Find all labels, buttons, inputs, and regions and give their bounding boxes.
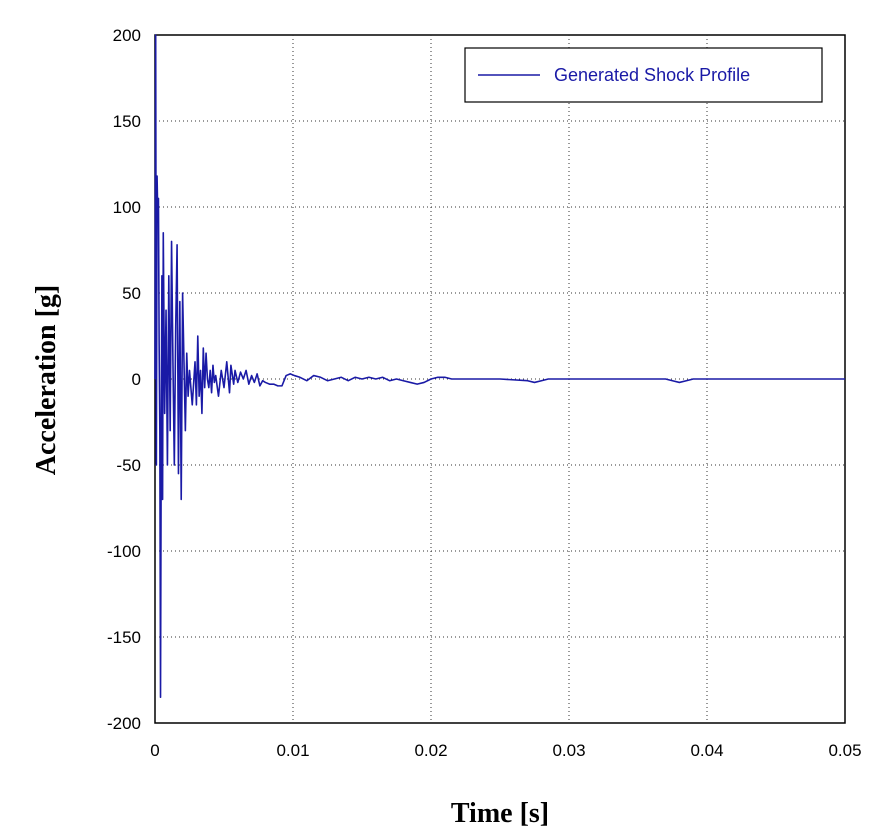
y-tick-label: 150 bbox=[113, 112, 141, 131]
y-tick-label: 200 bbox=[113, 26, 141, 45]
x-tick-label: 0.01 bbox=[276, 741, 309, 760]
x-tick-label: 0.04 bbox=[690, 741, 723, 760]
legend: Generated Shock Profile bbox=[464, 47, 823, 103]
y-tick-label: 0 bbox=[132, 370, 141, 389]
y-tick-label: -150 bbox=[107, 628, 141, 647]
x-tick-label: 0.02 bbox=[414, 741, 447, 760]
x-tick-label: 0.03 bbox=[552, 741, 585, 760]
y-axis-title: Acceleration [g] bbox=[31, 285, 62, 475]
x-tick-label: 0 bbox=[150, 741, 159, 760]
x-tick-label: 0.05 bbox=[828, 741, 861, 760]
series-line-generated-shock-profile bbox=[154, 34, 845, 699]
y-tick-label: 100 bbox=[113, 198, 141, 217]
legend-label-generated-shock-profile: Generated Shock Profile bbox=[554, 65, 750, 85]
y-tick-label: 50 bbox=[122, 284, 141, 303]
y-tick-label: -100 bbox=[107, 542, 141, 561]
x-axis-title: Time [s] bbox=[451, 798, 549, 829]
y-tick-label: -50 bbox=[116, 456, 141, 475]
y-tick-label: -200 bbox=[107, 714, 141, 733]
series-group bbox=[154, 34, 845, 699]
axis-ticks: 0 0.01 0.02 0.03 0.04 0.05 200 150 100 50 0 -50 -100… bbox=[107, 26, 862, 760]
